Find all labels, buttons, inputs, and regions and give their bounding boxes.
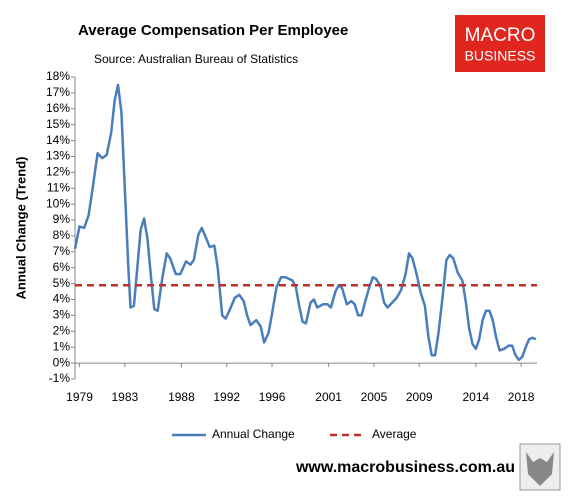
y-tick-label: 11% [47,180,70,194]
y-tick-label: 13% [46,149,70,163]
y-tick-label: 4% [53,292,71,306]
x-tick-label: 1988 [168,390,195,404]
x-tick-label: 1983 [111,390,138,404]
footer: www.macrobusiness.com.au [295,459,515,476]
y-tick-label: 6% [53,260,71,274]
chart-subtitle: Source: Australian Bureau of Statistics [94,52,298,66]
chart-title: Average Compensation Per Employee [78,22,348,39]
y-tick-label: -1% [49,371,71,385]
wolf-icon [526,452,554,486]
y-tick-label: 1% [53,339,71,353]
y-tick-label: 9% [53,212,71,226]
x-tick-label: 1979 [66,390,93,404]
x-tick-label: 2005 [361,390,388,404]
x-tick-label: 2001 [315,390,342,404]
y-tick-label: 17% [46,85,70,99]
logo-text: MACRO [465,25,536,46]
y-tick-label: 7% [53,244,71,258]
data-line [73,83,537,362]
x-tick-label: 2009 [406,390,433,404]
logo-text: BUSINESS [465,48,536,64]
y-tick-label: 14% [46,133,70,147]
y-tick-label: 10% [46,196,70,210]
legend-label: Average [372,427,417,441]
x-tick-label: 1992 [213,390,240,404]
x-tick-label: 2014 [463,390,490,404]
y-tick-label: 3% [53,308,71,322]
x-tick-label: 1996 [259,390,286,404]
y-tick-label: 2% [53,323,71,337]
legend-label: Annual Change [212,427,295,441]
y-tick-label: 16% [46,101,70,115]
y-tick-label: 12% [46,165,70,179]
y-axis-label: Annual Change (Trend) [13,157,28,300]
y-tick-label: 15% [46,117,70,131]
logo-box [455,15,545,72]
y-tick-label: 18% [46,69,70,83]
y-tick-label: 5% [53,276,71,290]
y-tick-label: 8% [53,228,71,242]
y-tick-label: 0% [53,355,71,369]
x-tick-label: 2018 [508,390,535,404]
